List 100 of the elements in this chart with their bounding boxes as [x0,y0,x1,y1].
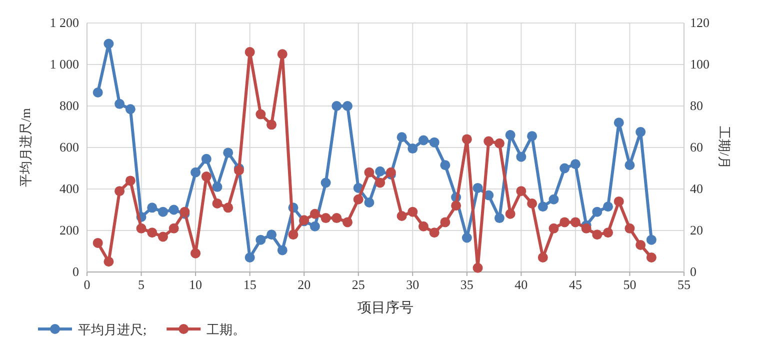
point [158,206,168,217]
point [624,223,635,234]
point [288,230,298,240]
point [548,223,559,234]
point [636,240,646,250]
point [527,131,538,142]
x-axis-title: 项目序号 [358,300,414,316]
y2-tick-label: 20 [690,222,703,238]
point [603,202,614,212]
point [538,252,548,262]
legend-label: 工期。 [206,322,246,337]
point [560,217,570,228]
x-tick-label: 55 [678,277,690,292]
point [125,104,136,114]
y2-axis-title: 工期/月 [717,126,732,169]
point [429,228,440,238]
point [614,196,624,206]
point [440,160,450,170]
point [472,182,483,193]
point [505,208,516,219]
point [353,194,364,204]
point [332,101,342,111]
point [212,198,222,209]
point [266,230,277,240]
point [494,213,504,224]
x-tick-label: 20 [298,277,311,292]
point [429,137,440,148]
point [320,213,331,224]
point [505,130,516,140]
point [408,144,418,154]
point [408,206,418,217]
point [136,223,146,234]
point [256,234,266,245]
x-tick-label: 0 [84,277,90,292]
point [472,262,483,273]
point [614,118,624,128]
point [375,178,386,188]
point [310,208,320,219]
y-tick-label: 400 [60,181,79,196]
point [646,234,656,245]
point [462,232,472,243]
x-tick-label: 45 [568,277,582,292]
point [277,49,288,60]
y-tick-label: 1 000 [50,56,79,72]
x-tick-label: 35 [460,277,474,292]
x-tick-label: 15 [243,277,256,292]
point [375,166,386,176]
point [114,98,125,109]
point [570,159,580,170]
y-tick-label: 1 200 [50,15,79,30]
point [310,221,320,232]
point [201,154,212,164]
y2-tick-label: 100 [690,56,710,72]
y2-tick-label: 120 [690,15,710,30]
point [125,176,136,186]
point [168,223,179,234]
y2-tick-label: 40 [690,181,703,196]
point [592,230,602,240]
point [516,186,526,196]
point [332,213,342,224]
point [364,167,374,178]
point [256,109,266,120]
point [364,197,374,208]
point [244,47,255,58]
point [168,204,179,215]
legend-label: 平均月进尺; [78,322,147,337]
point [484,136,494,146]
point [277,245,288,256]
point [396,210,407,221]
point [516,152,526,162]
point [560,163,570,174]
point [158,232,168,242]
point [538,202,548,212]
point [548,194,559,204]
point [190,167,201,178]
point [342,101,353,111]
point [396,132,407,142]
x-tick-label: 5 [138,277,145,292]
point [190,248,201,258]
y-axis-title: 平均月进尺/m [18,108,33,187]
point [592,206,602,217]
y2-tick-label: 60 [690,140,703,154]
point [104,38,114,49]
y-tick-label: 0 [72,264,79,279]
point [244,252,255,262]
point [266,120,277,130]
point [223,202,234,213]
point [104,256,114,267]
x-tick-label: 50 [623,277,636,292]
point [494,138,504,148]
point [212,182,222,192]
point [570,217,580,228]
point [451,200,462,211]
point [581,223,592,234]
x-tick-label: 10 [189,277,202,292]
point [440,217,450,228]
point [636,126,646,137]
x-tick-label: 25 [352,277,365,292]
point [646,252,656,262]
y2-tick-label: 80 [690,98,703,113]
